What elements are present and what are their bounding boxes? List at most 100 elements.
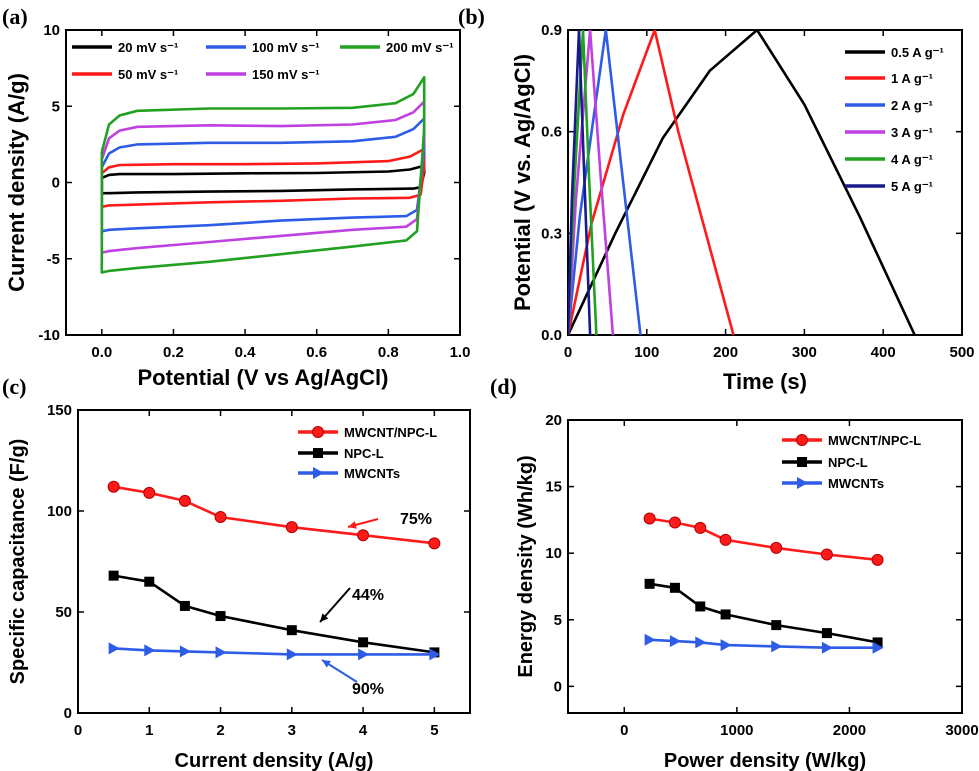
series-line [568,30,916,335]
marker-square [821,628,832,639]
x-tick-label: 0 [620,722,628,739]
y-tick-label: 100 [47,503,72,520]
y-tick-label: 0 [64,705,72,722]
x-axis-title: Current density (A/g) [175,750,374,771]
x-tick-label: 3 [288,722,296,739]
plot-area [643,512,884,654]
marker-triangle [108,642,120,655]
legend-label: 200 mV s⁻¹ [386,40,454,55]
x-tick-label: 300 [792,344,817,361]
legend-item: NPC-L [298,446,384,461]
marker-triangle [720,639,732,652]
x-tick-label: 100 [634,344,659,361]
legend-label: NPC-L [828,455,868,470]
x-tick-label: 0.4 [235,344,257,361]
plot-frame [567,419,963,714]
x-tick-label: 0.2 [163,344,184,361]
legend-item: 1 A g⁻¹ [845,71,933,86]
legend-item: MWCNTs [782,476,884,491]
marker-triangle [144,644,156,657]
y-tick-label: 0.0 [541,327,562,344]
marker-triangle [429,648,441,661]
marker-triangle [821,641,833,654]
marker-circle [107,480,120,493]
legend-label: 2 A g⁻¹ [891,98,933,113]
series-line [113,485,435,545]
y-tick-label: 15 [545,479,562,496]
y-tick-label: 0.6 [541,124,562,141]
x-tick-label: 0 [564,344,572,361]
y-tick-label: 5 [52,98,60,115]
y-axis-title: Specific capacitance (F/g) [7,439,29,685]
legend-item: MWCNTs [298,466,400,481]
marker-circle [820,548,833,561]
marker-square [669,582,680,593]
x-tick-label: 0.8 [378,344,399,361]
marker-square [144,576,155,587]
plot-frame [567,29,963,336]
legend-item: 100 mV s⁻¹ [206,40,320,55]
x-tick-label: 2 [216,722,224,739]
legend-label: MWCNT/NPC-L [344,425,437,440]
y-tick-label: -10 [38,327,60,344]
marker-square [313,448,323,458]
y-tick-label: -5 [47,251,60,268]
marker-square [179,600,190,611]
legend-label: 3 A g⁻¹ [891,125,933,140]
marker-circle [770,541,783,554]
x-tick-label: 5 [430,722,438,739]
legend-label: 5 A g⁻¹ [891,179,933,194]
marker-triangle [644,633,656,646]
marker-square [108,570,119,581]
y-tick-label: 150 [47,402,72,419]
legend-item: 50 mV s⁻¹ [72,67,178,82]
marker-triangle [797,477,808,489]
y-tick-label: 0.9 [541,22,562,39]
legend-label: 0.5 A g⁻¹ [891,45,944,60]
legend-label: MWCNTs [828,476,884,491]
series-line [568,30,592,335]
marker-square [797,457,807,467]
legend-label: 150 mV s⁻¹ [252,67,320,82]
marker-square [695,601,706,612]
legend-label: MWCNTs [344,466,400,481]
legend-item: 4 A g⁻¹ [845,152,933,167]
series-line [649,638,878,649]
series-line [568,30,615,335]
series-line [100,76,426,274]
x-axis-title: Time (s) [723,369,807,394]
marker-circle [668,516,681,529]
marker-circle [871,553,884,566]
x-tick-label: 0 [74,722,82,739]
plot-area [107,480,441,661]
panel-b: 0 100 200 300 400 500 0.0 0.3 0.6 0.9 Time (s) Pote… [458,4,975,394]
marker-triangle [215,646,227,659]
marker-circle [214,511,227,524]
x-axis-title: Power density (W/kg) [664,750,866,771]
panel-d: 0 1000 2000 3000 0 5 10 15 20 Power density (W/kg… [490,374,979,771]
marker-circle [143,486,156,499]
annotation: 75% [347,511,432,529]
legend-item: MWCNT/NPC-L [782,433,921,448]
x-tick-label: 1000 [720,722,753,739]
x-tick-label: 200 [713,344,738,361]
marker-square [644,578,655,589]
y-axis-title: Current density (A/g) [4,73,29,292]
x-tick-label: 500 [949,344,974,361]
legend-label: NPC-L [344,446,384,461]
panel-label: (c) [2,374,26,399]
marker-triangle [771,640,783,653]
annotation: 44% [319,587,384,623]
series-line [113,647,435,656]
panel-label: (a) [2,4,28,29]
marker-circle [285,521,298,534]
x-tick-label: 0.0 [91,344,112,361]
marker-triangle [286,648,298,661]
series-line [113,574,435,654]
legend-label: 1 A g⁻¹ [891,71,933,86]
marker-triangle [313,467,324,479]
marker-circle [312,426,324,438]
panel-label: (b) [458,4,485,29]
